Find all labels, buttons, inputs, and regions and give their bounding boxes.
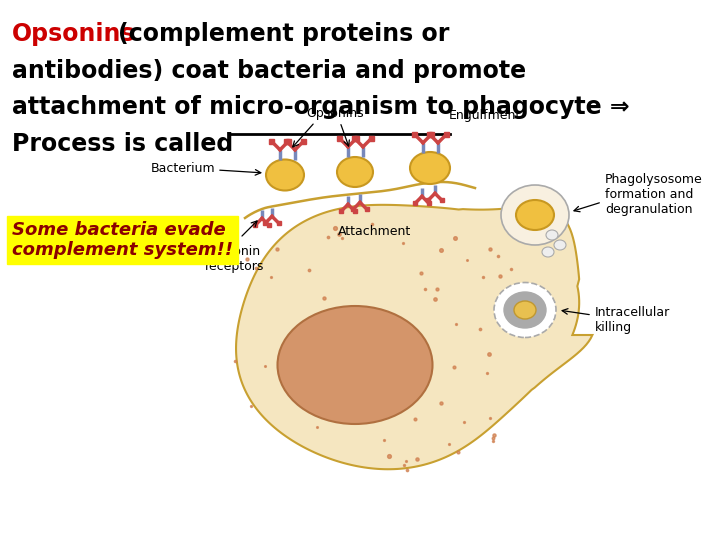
Ellipse shape [266, 159, 304, 191]
Bar [440, 198, 444, 202]
Ellipse shape [514, 301, 536, 319]
Bar [266, 223, 271, 227]
Text: Opsonins: Opsonins [12, 22, 135, 46]
Bar [284, 139, 289, 144]
Text: Opsonins: Opsonins [306, 107, 364, 120]
Ellipse shape [546, 230, 558, 240]
Bar [253, 223, 257, 227]
Bar [276, 221, 281, 225]
Text: Bacterium: Bacterium [150, 161, 215, 174]
Text: (complement proteins or: (complement proteins or [118, 22, 449, 46]
Text: Intracellular
killing: Intracellular killing [595, 306, 670, 334]
Ellipse shape [501, 185, 569, 245]
Ellipse shape [516, 200, 554, 230]
Ellipse shape [410, 152, 450, 184]
Ellipse shape [337, 157, 373, 187]
Ellipse shape [504, 292, 546, 328]
Text: Some bacteria evade
complement system!!: Some bacteria evade complement system!! [12, 221, 233, 259]
Bar [351, 207, 356, 212]
Ellipse shape [494, 282, 556, 338]
Text: Attachment: Attachment [338, 225, 412, 238]
Text: Process is called: Process is called [12, 132, 233, 156]
Text: Opsonin
receptors: Opsonin receptors [205, 245, 265, 273]
Bar [426, 198, 431, 202]
Bar [427, 132, 433, 138]
Bar [354, 136, 359, 141]
Ellipse shape [554, 240, 566, 250]
Bar [413, 201, 418, 205]
Polygon shape [236, 205, 593, 469]
Bar [413, 132, 418, 138]
Text: antibodies) coat bacteria and promote: antibodies) coat bacteria and promote [12, 59, 526, 83]
Bar [364, 207, 369, 212]
Bar [339, 209, 343, 213]
Ellipse shape [277, 306, 433, 424]
Text: Engulfment: Engulfment [449, 109, 521, 122]
Bar [269, 139, 274, 144]
Bar [352, 136, 357, 141]
Text: attachment of micro-organism to phagocyte ⇒: attachment of micro-organism to phagocyt… [12, 96, 629, 119]
Bar [444, 132, 449, 138]
Ellipse shape [542, 247, 554, 257]
Bar [301, 139, 306, 144]
Bar [353, 209, 357, 213]
Bar [264, 221, 267, 225]
Bar [286, 139, 291, 144]
Bar [369, 136, 374, 141]
Bar [337, 136, 343, 141]
Text: Phagolysosome
formation and
degranulation: Phagolysosome formation and degranulatio… [605, 173, 703, 217]
Bar [428, 132, 433, 138]
Bar [427, 201, 431, 205]
